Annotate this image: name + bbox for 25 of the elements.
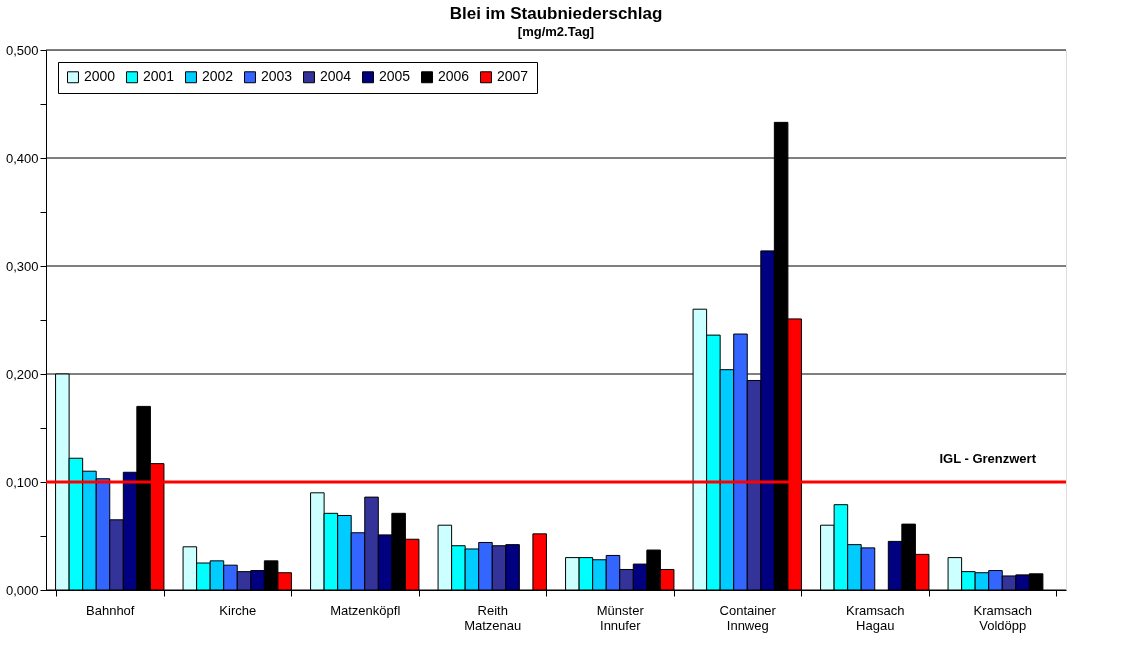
y-tick-label: 0,500 <box>5 42 39 58</box>
x-tick-label: Kramsach Hagau <box>845 602 905 633</box>
legend-label: 2006 <box>438 68 470 85</box>
x-tick-label: Matzenköpfl <box>330 602 401 618</box>
legend-label: 2002 <box>202 68 234 85</box>
y-tick-label: 0,100 <box>5 474 39 490</box>
legend-label: 2005 <box>379 68 411 85</box>
x-tick-label: Reith Matzenau <box>464 602 522 633</box>
y-tick-label: 0,000 <box>5 582 39 598</box>
y-tick-label: 0,400 <box>5 150 39 166</box>
y-axis-title: [mg/m2.Tag] <box>517 24 595 39</box>
y-tick-label: 0,200 <box>5 366 39 382</box>
legend-label: 2003 <box>261 68 293 85</box>
x-tick-label: Kirche <box>219 602 257 618</box>
x-tick-label: Münster Innufer <box>596 602 645 633</box>
x-tick-label: Kramsach Voldöpp <box>973 602 1033 633</box>
y-tick-label: 0,300 <box>5 258 39 274</box>
legend-label: 2004 <box>320 68 352 85</box>
legend-label: 2000 <box>84 68 116 85</box>
chart-title: Blei im Staubniederschlag <box>449 4 663 23</box>
legend-label: 2007 <box>497 68 529 85</box>
x-tick-label: Container Innweg <box>719 602 777 633</box>
x-tick-label: Bahnhof <box>86 602 135 618</box>
ref-line-label: IGL - Grenzwert <box>939 451 1037 466</box>
legend-label: 2001 <box>143 68 175 85</box>
